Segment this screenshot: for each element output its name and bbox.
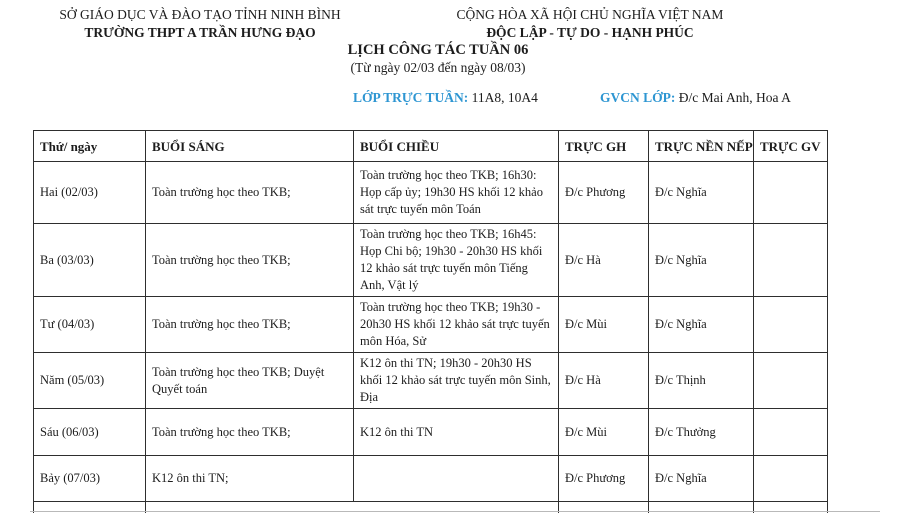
truc-gh-cell: Đ/c Phương <box>558 161 649 224</box>
col-header-truc-gv: TRỰC GV <box>753 130 828 162</box>
truc-gh-cell: Đ/c Phương <box>558 455 649 502</box>
truc-nen-nep-cell: Đ/c Thịnh <box>648 352 754 409</box>
afternoon-cell: Toàn trường học theo TKB; 16h30: Họp cấp… <box>353 161 559 224</box>
day-cell: Ba (03/03) <box>33 223 146 297</box>
table-row: Tư (04/03) Toàn trường học theo TKB; Toà… <box>33 296 828 353</box>
afternoon-cell: K12 ôn thi TN; 19h30 - 20h30 HS khối 12 … <box>353 352 559 409</box>
truc-nen-nep-cell: Đ/c Thưởng <box>648 408 754 456</box>
duty-line: LỚP TRỰC TUẦN: 11A8, 10A4 GVCN LỚP: Đ/c … <box>0 90 906 108</box>
col-header-truc-gh: TRỰC GH <box>558 130 649 162</box>
truc-nen-nep-cell: Đ/c Nghĩa <box>648 223 754 297</box>
table-row-sunday: Chủ nhật (08/03) DU XUÂN YÊN TỬ <box>33 501 828 513</box>
gvcn-value: Đ/c Mai Anh, Hoa A <box>678 90 791 105</box>
table-row: Hai (02/03) Toàn trường học theo TKB; To… <box>33 161 828 224</box>
gvcn-label: GVCN LỚP: <box>600 90 676 105</box>
truc-gv-cell <box>753 223 828 297</box>
morning-cell: Toàn trường học theo TKB; <box>145 296 354 353</box>
duty-class-group: LỚP TRỰC TUẦN: 11A8, 10A4 <box>353 90 538 106</box>
col-header-day: Thứ/ ngày <box>33 130 146 162</box>
gvcn-group: GVCN LỚP: Đ/c Mai Anh, Hoa A <box>600 90 791 106</box>
morning-cell: Toàn trường học theo TKB; Duyệt Quyết to… <box>145 352 354 409</box>
col-header-truc-nen-nep: TRỰC NỀN NẾP <box>648 130 754 162</box>
truc-gv-cell <box>753 161 828 224</box>
agency-header-block: SỞ GIÁO DỤC VÀ ĐÀO TẠO TỈNH NINH BÌNH TR… <box>40 6 360 42</box>
truc-gh-cell: Đ/c Mùi <box>558 408 649 456</box>
morning-cell: Toàn trường học theo TKB; <box>145 223 354 297</box>
col-header-morning: BUỔI SÁNG <box>145 130 354 162</box>
table-row: Sáu (06/03) Toàn trường học theo TKB; K1… <box>33 408 828 456</box>
truc-gh-cell: Đ/c Hà <box>558 352 649 409</box>
day-cell: Hai (02/03) <box>33 161 146 224</box>
truc-nen-nep-cell: Đ/c Nghĩa <box>648 455 754 502</box>
national-motto: ĐỘC LẬP - TỰ DO - HẠNH PHÚC <box>486 25 694 40</box>
title-block: LỊCH CÔNG TÁC TUẦN 06 (Từ ngày 02/03 đến… <box>0 41 876 77</box>
afternoon-cell: K12 ôn thi TN <box>353 408 559 456</box>
schedule-table-container: Thứ/ ngày BUỔI SÁNG BUỔI CHIỀU TRỰC GH T… <box>33 130 828 513</box>
col-header-afternoon: BUỔI CHIỀU <box>353 130 559 162</box>
truc-gh-cell: Đ/c Mùi <box>558 296 649 353</box>
day-cell: Tư (04/03) <box>33 296 146 353</box>
page-title: LỊCH CÔNG TÁC TUẦN 06 <box>347 42 529 58</box>
afternoon-cell: Toàn trường học theo TKB; 19h30 - 20h30 … <box>353 296 559 353</box>
agency-name: SỞ GIÁO DỤC VÀ ĐÀO TẠO TỈNH NINH BÌNH <box>59 7 341 22</box>
morning-cell: Toàn trường học theo TKB; <box>145 408 354 456</box>
day-cell: Năm (05/03) <box>33 352 146 409</box>
bottom-divider <box>30 511 880 512</box>
truc-gv-cell <box>753 352 828 409</box>
table-header-row: Thứ/ ngày BUỔI SÁNG BUỔI CHIỀU TRỰC GH T… <box>33 130 828 162</box>
truc-nen-nep-cell: Đ/c Nghĩa <box>648 296 754 353</box>
afternoon-cell: Toàn trường học theo TKB; 16h45: Họp Chi… <box>353 223 559 297</box>
truc-nen-nep-cell: Đ/c Nghĩa <box>648 161 754 224</box>
duty-class-label: LỚP TRỰC TUẦN: <box>353 90 469 105</box>
day-cell: Bảy (07/03) <box>33 455 146 502</box>
school-name: TRƯỜNG THPT A TRẦN HƯNG ĐẠO <box>84 25 316 40</box>
table-row: Năm (05/03) Toàn trường học theo TKB; Du… <box>33 352 828 409</box>
duty-class-value: 11A8, 10A4 <box>471 90 538 105</box>
truc-gh-cell: Đ/c Hà <box>558 223 649 297</box>
national-header-block: CỘNG HÒA XÃ HỘI CHỦ NGHĨA VIỆT NAM ĐỘC L… <box>430 6 750 42</box>
afternoon-cell <box>353 455 559 502</box>
truc-gv-cell <box>753 501 828 513</box>
table-row: Ba (03/03) Toàn trường học theo TKB; Toà… <box>33 223 828 297</box>
morning-cell: K12 ôn thi TN; <box>145 455 354 502</box>
national-title: CỘNG HÒA XÃ HỘI CHỦ NGHĨA VIỆT NAM <box>456 7 724 22</box>
schedule-table: Thứ/ ngày BUỔI SÁNG BUỔI CHIỀU TRỰC GH T… <box>33 130 828 513</box>
morning-cell: Toàn trường học theo TKB; <box>145 161 354 224</box>
truc-gv-cell <box>753 408 828 456</box>
day-cell: Sáu (06/03) <box>33 408 146 456</box>
table-row: Bảy (07/03) K12 ôn thi TN; Đ/c Phương Đ/… <box>33 455 828 502</box>
date-range: (Từ ngày 02/03 đến ngày 08/03) <box>350 60 526 75</box>
truc-gv-cell <box>753 455 828 502</box>
truc-gv-cell <box>753 296 828 353</box>
